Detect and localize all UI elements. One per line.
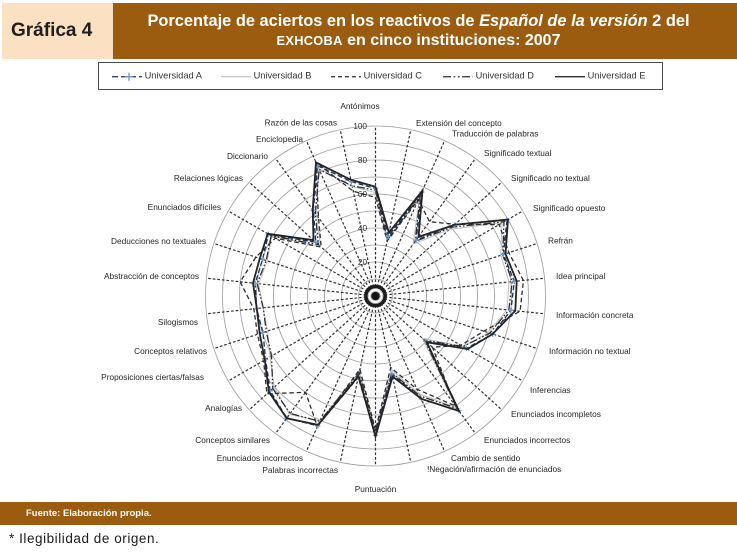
svg-text:80: 80 [358,156,368,165]
svg-text:Diccionario: Diccionario [227,151,268,161]
svg-text:Significado textual: Significado textual [484,148,551,158]
svg-text:Enunciados incompletos: Enunciados incompletos [511,409,601,419]
svg-text:Relaciones lógicas: Relaciones lógicas [174,173,243,183]
svg-text:Traducción de palabras: Traducción de palabras [452,129,538,139]
svg-text:Conceptos relativos: Conceptos relativos [134,346,207,356]
svg-text:Razón de las cosas: Razón de las cosas [265,118,337,128]
svg-text:Extensión del concepto: Extensión del concepto [416,118,502,128]
svg-text:Silogismos: Silogismos [158,317,198,327]
svg-text:Enunciados difíciles: Enunciados difíciles [148,202,221,212]
svg-text:Información no textual: Información no textual [549,346,631,356]
svg-text:Enunciados incorrectos: Enunciados incorrectos [484,435,570,445]
svg-text:Enunciados incorrectos: Enunciados incorrectos [217,453,303,463]
svg-text:Conceptos similares: Conceptos similares [195,435,270,445]
svg-text:Inferencias: Inferencias [530,385,571,395]
svg-text:Proposiciones ciertas/falsas: Proposiciones ciertas/falsas [101,372,204,382]
svg-text:20: 20 [358,258,368,267]
svg-text:Significado no textual: Significado no textual [511,173,590,183]
svg-text:Enciclopedia: Enciclopedia [256,134,303,144]
svg-text:60: 60 [358,190,368,199]
svg-text:Abstracción de conceptos: Abstracción de conceptos [104,271,199,281]
svg-text:Cambio de sentido: Cambio de sentido [451,453,521,463]
svg-text:Deducciones no textuales: Deducciones no textuales [111,236,206,246]
svg-text:40: 40 [358,224,368,233]
svg-text:Analogías: Analogías [205,403,242,413]
svg-text:Refrán: Refrán [548,236,573,246]
svg-text:100: 100 [353,122,367,131]
svg-text:Antónimos: Antónimos [340,101,379,111]
svg-text:Puntuación: Puntuación [355,484,397,494]
svg-text:Palabras incorrectas: Palabras incorrectas [262,465,338,475]
svg-text:Significado opuesto: Significado opuesto [533,203,606,213]
svg-text:Información concreta: Información concreta [556,310,634,320]
svg-text:Idea principal: Idea principal [556,271,606,281]
svg-text:!Negación/afirmación de enunci: !Negación/afirmación de enunciados [427,464,561,474]
